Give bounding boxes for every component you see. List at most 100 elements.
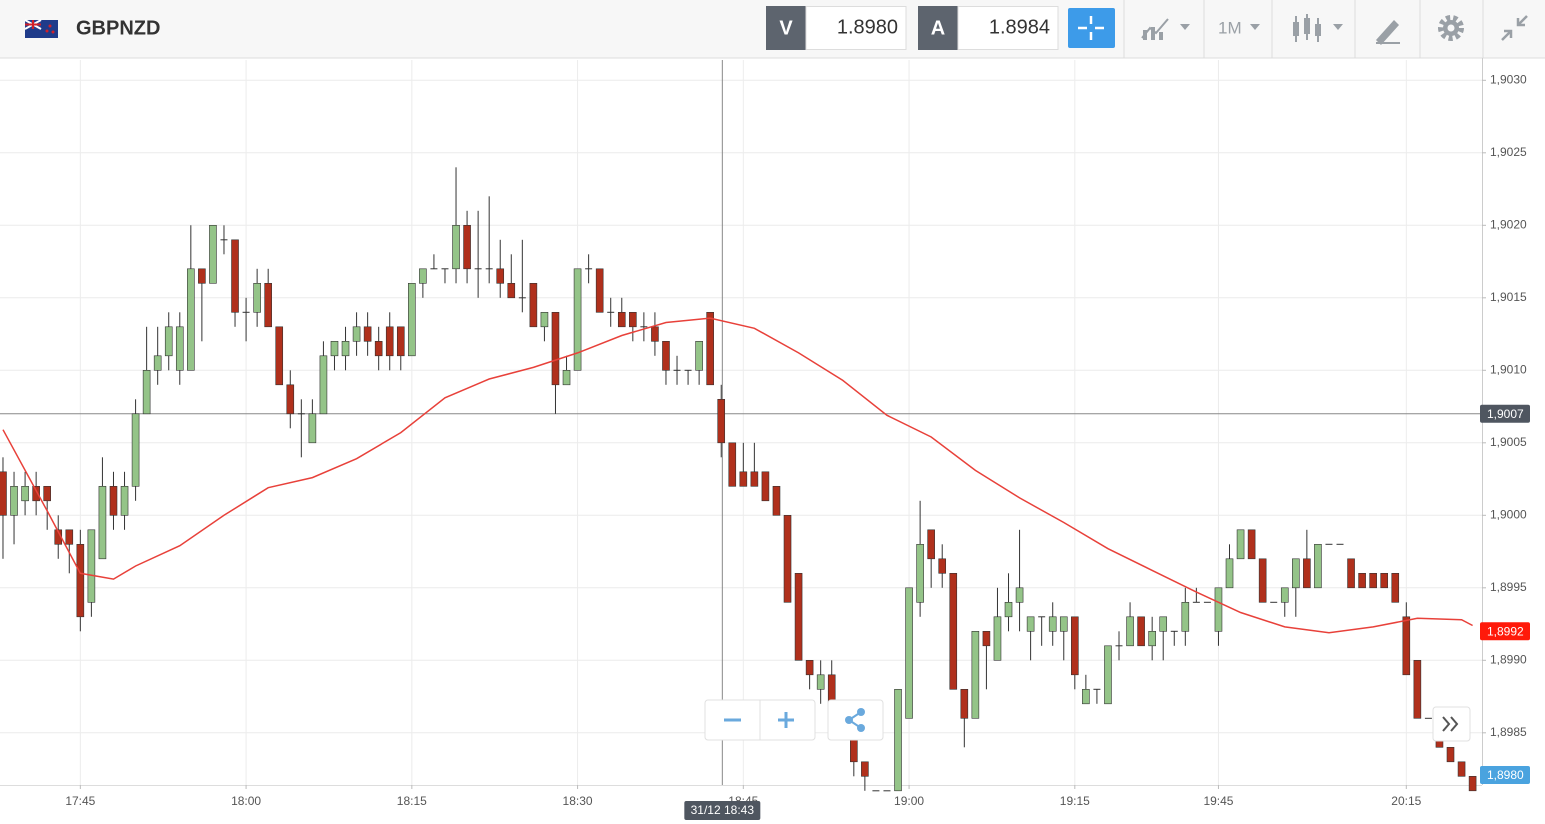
candle-body	[507, 282, 516, 299]
candle-body	[1137, 616, 1145, 647]
candle-body	[562, 369, 571, 386]
x-tick-label: 20:15	[1391, 794, 1421, 808]
candle-body	[695, 340, 703, 371]
candle-body	[794, 572, 803, 661]
scroll-end-icon	[1442, 716, 1459, 732]
sell-button[interactable]: V 1.8980	[766, 6, 907, 50]
candle-body	[706, 311, 714, 386]
flag	[24, 19, 58, 38]
sell-label[interactable]: V	[779, 17, 793, 39]
symbol: GBPNZD	[76, 17, 160, 39]
candle-body	[1159, 616, 1168, 632]
candle-body	[120, 485, 129, 516]
candle-body	[43, 485, 51, 502]
candle-body	[1413, 659, 1422, 719]
candle-body	[739, 471, 748, 487]
toolbar-separators	[1123, 0, 1484, 58]
zoom-controls	[704, 699, 1471, 742]
candle-body	[916, 543, 924, 603]
crosshair-button[interactable]	[1068, 8, 1115, 48]
candle-body	[330, 340, 339, 357]
buy-price[interactable]: 1.8984	[989, 16, 1050, 38]
crosshair-time-label: 31/12 18:43	[691, 803, 755, 817]
candle-body	[187, 268, 195, 371]
candle-body	[374, 340, 383, 357]
candle-body	[253, 282, 261, 313]
candle-body	[960, 688, 969, 719]
candle-body	[1059, 616, 1068, 632]
x-tick-label: 17:45	[65, 794, 95, 808]
candle-body	[1391, 572, 1400, 603]
candle-body	[419, 268, 427, 284]
x-tick-label: 18:15	[397, 794, 427, 808]
moving-average-line	[2, 317, 1473, 634]
candle-body	[1369, 572, 1377, 589]
timeframe-button[interactable]: 1M	[1218, 18, 1260, 37]
candle-body	[805, 659, 814, 676]
candle-body	[1148, 630, 1156, 647]
draw-button[interactable]	[1376, 20, 1400, 45]
candle-body	[153, 355, 162, 371]
candle-body	[783, 514, 792, 603]
candle-body	[949, 572, 958, 690]
candle-body	[142, 369, 151, 415]
candle-body	[1236, 529, 1245, 560]
candle-body	[452, 225, 460, 270]
timeframe[interactable]: 1M	[1218, 18, 1242, 37]
candle-body	[651, 326, 659, 342]
scroll-end-button[interactable]	[1432, 706, 1471, 742]
candle-body	[341, 340, 350, 357]
candle-body	[231, 239, 239, 313]
candle-body	[198, 268, 206, 284]
y-tick-label: 1,9010	[1490, 362, 1527, 376]
y-tick-label: 1,8995	[1490, 580, 1527, 594]
candle-body	[1026, 616, 1035, 632]
candle-body	[496, 268, 505, 284]
y-tick-label: 1,9020	[1490, 217, 1527, 231]
candle-body	[408, 282, 416, 357]
candle-body	[629, 311, 637, 328]
candle-body	[10, 485, 18, 516]
buy-button[interactable]: A 1.8984	[918, 6, 1059, 50]
buy-label[interactable]: A	[931, 17, 945, 39]
candle-body	[971, 630, 980, 719]
candle-body	[1347, 558, 1355, 589]
candle-body	[1071, 616, 1079, 676]
share-icon	[845, 708, 865, 732]
y-tick-label: 1,8985	[1490, 725, 1527, 739]
x-tick-label: 19:45	[1203, 794, 1233, 808]
zoom-in[interactable]	[778, 712, 794, 728]
candle-body	[175, 326, 184, 371]
indicators-button[interactable]	[1141, 18, 1190, 40]
candle-body	[761, 471, 770, 502]
candle-body	[1314, 543, 1322, 589]
candle-body	[1126, 616, 1134, 647]
candle-body	[816, 674, 825, 690]
candle-body	[1292, 558, 1300, 589]
share-button[interactable]	[827, 699, 884, 741]
settings-button[interactable]	[1438, 15, 1464, 41]
candle-body	[1004, 601, 1013, 618]
candle-body	[308, 413, 317, 444]
candle-body	[286, 384, 295, 415]
crosshair-time-box	[684, 801, 761, 820]
candle-body	[927, 529, 935, 560]
candle-body	[396, 326, 405, 357]
chart-type-button[interactable]	[1293, 14, 1343, 42]
candle-body	[65, 529, 74, 545]
candle-body	[662, 340, 670, 371]
candle-body	[363, 326, 372, 342]
ma-price-tag-box	[1480, 622, 1530, 641]
candle-body	[750, 471, 759, 487]
candle-body	[551, 311, 560, 386]
collapse-button[interactable]	[1501, 15, 1528, 41]
candle-body	[540, 311, 549, 328]
candle-body	[1181, 601, 1190, 632]
x-tick-label: 18:00	[231, 794, 261, 808]
last-price-tag-box	[1480, 766, 1530, 784]
candle-body	[1015, 587, 1024, 603]
sell-price[interactable]: 1.8980	[837, 16, 898, 38]
y-tick-label: 1,8990	[1490, 652, 1527, 666]
candle-body	[1280, 587, 1289, 603]
